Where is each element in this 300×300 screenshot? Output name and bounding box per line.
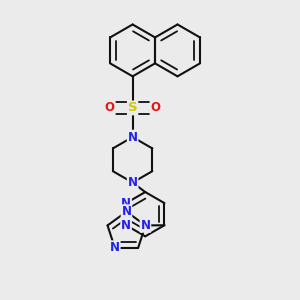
Text: N: N <box>128 130 138 143</box>
Text: N: N <box>121 219 131 232</box>
Text: O: O <box>150 101 161 114</box>
Text: S: S <box>128 101 137 114</box>
Text: N: N <box>128 176 138 189</box>
Text: N: N <box>121 196 131 210</box>
Text: N: N <box>110 241 120 254</box>
Text: N: N <box>140 219 150 232</box>
Text: N: N <box>122 205 131 218</box>
Text: O: O <box>105 101 115 114</box>
